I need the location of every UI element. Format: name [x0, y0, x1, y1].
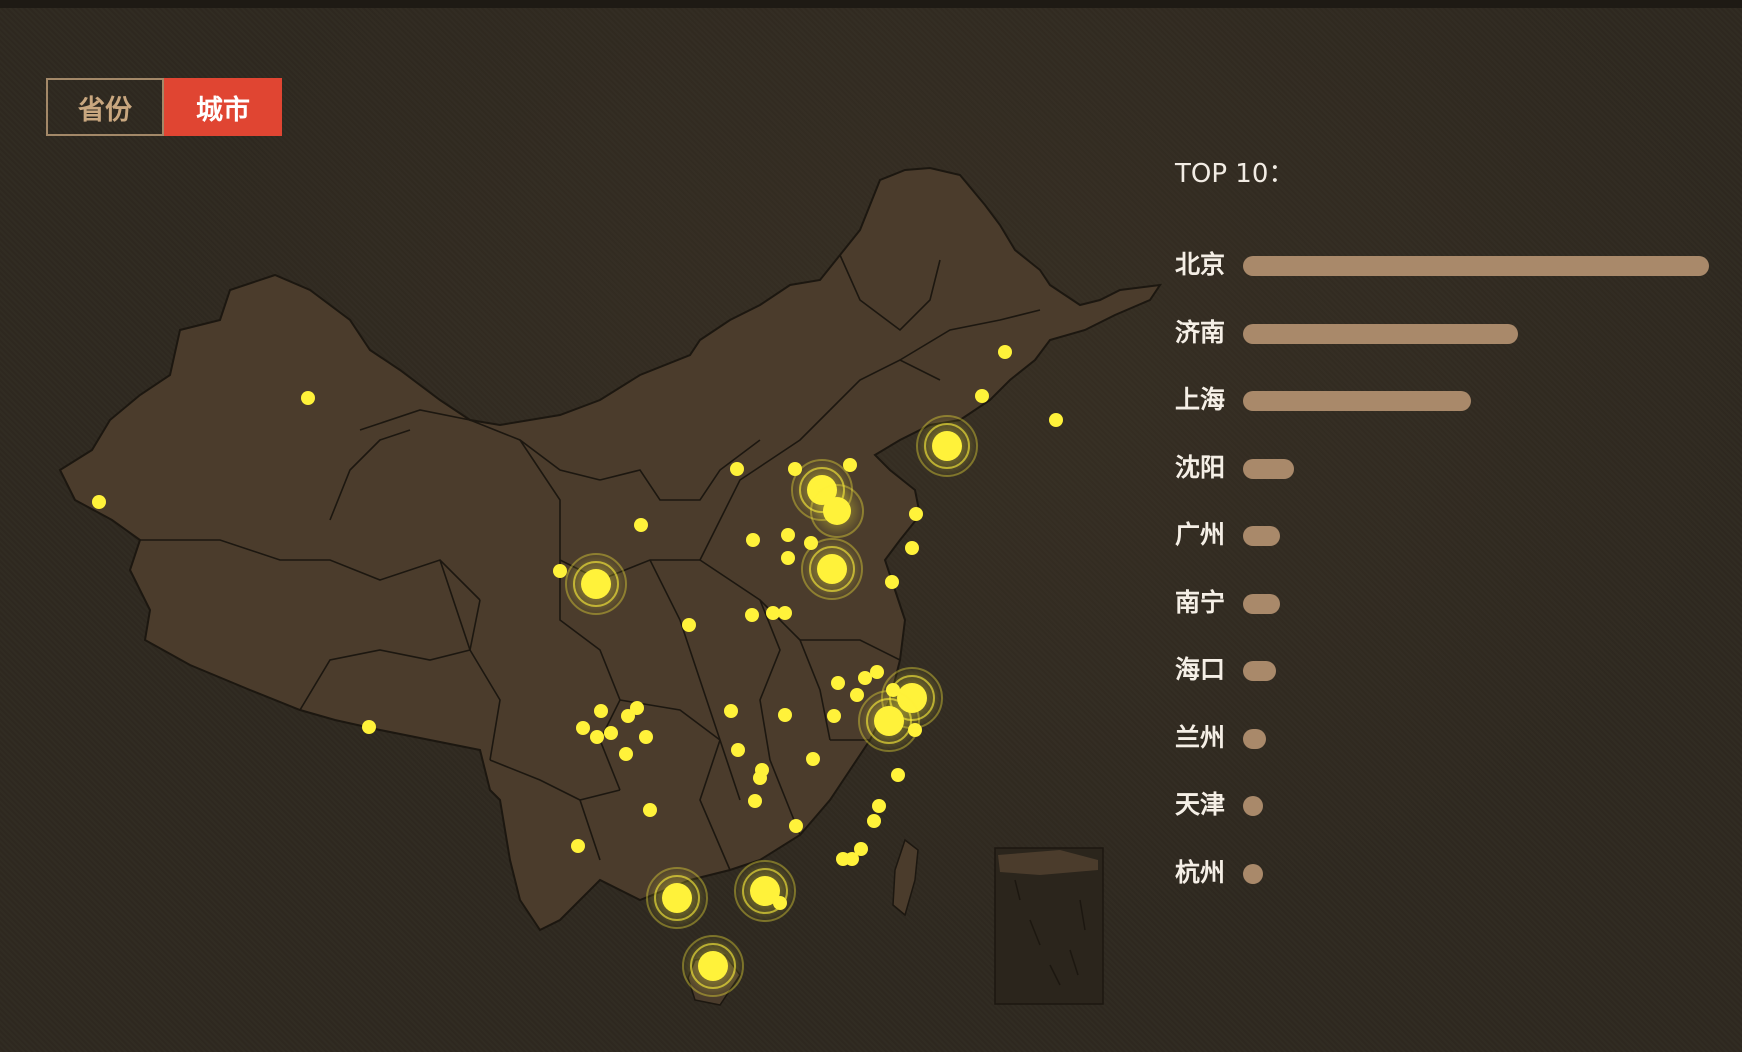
highlight-guangzhou[interactable]: [733, 859, 797, 923]
highlight-jinan[interactable]: [800, 537, 864, 601]
ranking-title: TOP 10：: [1175, 159, 1295, 189]
highlight-points: [564, 414, 979, 998]
top-edge: [0, 0, 1742, 8]
highlight-lanzhou[interactable]: [564, 552, 628, 616]
ranking-bar: [1243, 796, 1263, 816]
ranking-bar: [1243, 661, 1276, 681]
ranking-bar: [1243, 728, 1266, 749]
taiwan-island[interactable]: [892, 838, 919, 917]
province-tab[interactable]: 省份: [46, 78, 164, 136]
ranking-city-name: 天津: [1175, 790, 1226, 819]
ranking-city-name: 杭州: [1175, 857, 1226, 887]
highlight-hangzhou[interactable]: [857, 689, 921, 753]
ranking-bar: [1243, 526, 1280, 546]
ranking-city-name: 济南: [1175, 317, 1226, 347]
ranking-bar: [1243, 593, 1280, 614]
highlight-haikou[interactable]: [681, 934, 745, 998]
city-tab[interactable]: 城市: [164, 78, 282, 136]
ranking-city-name: 沈阳: [1175, 452, 1226, 482]
highlight-nanning[interactable]: [645, 866, 709, 930]
ranking-bar: [1243, 458, 1294, 479]
china-mainland[interactable]: [58, 166, 1163, 932]
ranking-bar: [1243, 391, 1471, 411]
ranking-bar: [1243, 256, 1709, 276]
china-map: [58, 166, 1163, 1006]
highlight-shenyang[interactable]: [915, 414, 979, 478]
city-points: [92, 345, 1063, 910]
ranking-city-name: 南宁: [1175, 587, 1226, 617]
province-borders: [140, 254, 1041, 871]
ranking-city-name: 北京: [1175, 250, 1226, 279]
ranking-bar: [1243, 863, 1263, 884]
highlight-tianjin[interactable]: [809, 483, 865, 539]
south-china-sea-inset: [994, 847, 1104, 1005]
ranking-city-name: 海口: [1175, 655, 1226, 684]
ranking-bar: [1243, 323, 1518, 344]
ranking-city-name: 上海: [1175, 385, 1226, 414]
ranking-city-name: 广州: [1175, 520, 1226, 549]
region-level-toggle: 省份 城市: [46, 78, 282, 136]
ranking-city-name: 兰州: [1175, 722, 1226, 752]
